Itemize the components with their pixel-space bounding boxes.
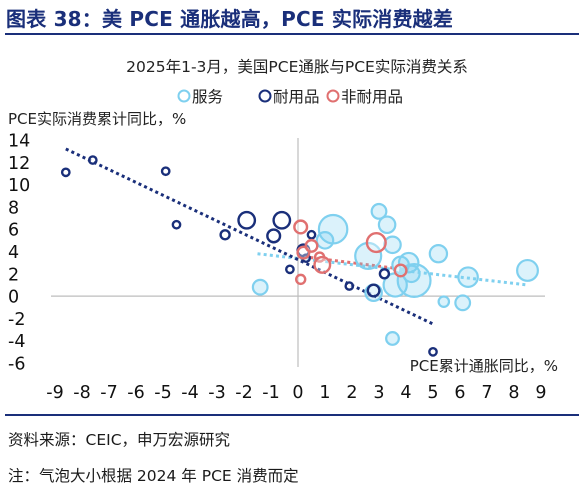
chart-subtitle: 2025年1-3月，美国PCE通胀与PCE实际消费关系 <box>126 58 468 76</box>
data-point <box>365 232 387 254</box>
x-tick-label: -8 <box>73 383 90 403</box>
y-tick-label: 8 <box>8 198 19 218</box>
x-tick-label: -9 <box>46 383 63 403</box>
data-point <box>237 210 257 230</box>
legend-marker-durables <box>258 89 272 103</box>
y-tick-label: 0 <box>8 288 19 308</box>
data-point <box>385 331 400 346</box>
x-tick-label: -1 <box>262 383 279 403</box>
data-point <box>313 255 332 274</box>
x-tick-label: 6 <box>454 383 465 403</box>
data-point <box>344 281 355 291</box>
x-tick-label: 5 <box>427 383 438 403</box>
legend-marker-services <box>177 89 191 103</box>
x-axis-label: PCE累计通胀同比，% <box>410 357 558 375</box>
x-tick-label: -2 <box>235 383 252 403</box>
y-tick-label: -2 <box>8 310 25 330</box>
data-point <box>285 264 295 275</box>
data-point <box>457 266 479 288</box>
data-point <box>272 210 292 230</box>
y-tick-label: 4 <box>8 243 19 263</box>
x-tick-label: 1 <box>319 383 330 403</box>
chart: 2025年1-3月，美国PCE通胀与PCE实际消费关系 服务 耐用品 非耐用品 … <box>8 58 558 404</box>
x-tick-label: 2 <box>346 383 357 403</box>
x-tick-label: -3 <box>208 383 225 403</box>
data-point <box>295 273 307 286</box>
legend-label-services: 服务 <box>192 88 223 106</box>
y-axis-label: PCE实际消费累计同比，% <box>8 110 186 128</box>
legend-marker-nondurables <box>326 89 340 103</box>
x-tick-label: -4 <box>181 383 198 403</box>
y-tick-label: -6 <box>8 355 25 375</box>
x-tick-label: 0 <box>292 383 303 403</box>
figure-title: 图表 38：美 PCE 通胀越高，PCE 实际消费越差 <box>6 7 454 31</box>
x-tick-label: 4 <box>400 383 411 403</box>
data-point <box>437 295 451 308</box>
y-tick-label: 6 <box>8 221 19 241</box>
data-point <box>370 202 388 220</box>
title-rule <box>5 33 579 35</box>
data-point <box>60 167 71 178</box>
x-tick-label: 7 <box>481 383 492 403</box>
y-tick-label: -4 <box>8 332 25 352</box>
x-tick-label: -6 <box>127 383 144 403</box>
bubble-size-note: 注：气泡大小根据 2024 年 PCE 消费而定 <box>8 467 299 485</box>
data-point <box>516 258 539 282</box>
data-point <box>304 238 319 253</box>
data-point <box>366 283 381 298</box>
data-point <box>306 229 317 240</box>
x-tick-label: 9 <box>535 383 546 403</box>
trendline <box>297 254 396 270</box>
y-tick-label: 2 <box>8 265 19 285</box>
x-tick-label: -7 <box>100 383 117 403</box>
data-point <box>454 294 472 312</box>
data-point <box>428 244 449 264</box>
data-point <box>377 215 397 235</box>
data-point <box>354 241 383 271</box>
data-point <box>219 229 231 241</box>
source-note: 资料来源：CEIC，申万宏源研究 <box>8 431 231 449</box>
data-point <box>383 235 402 255</box>
bottom-rule <box>5 414 579 416</box>
y-tick-label: 12 <box>8 154 30 174</box>
legend-label-durables: 耐用品 <box>273 88 320 106</box>
data-point <box>293 219 309 235</box>
data-point <box>378 268 391 280</box>
data-point <box>315 231 335 250</box>
data-point <box>160 166 171 177</box>
tick-labels: -9 -8 -7 -6 -5 -4 -3 -2 -1 0 1 2 3 4 5 6 7 8 9-6-4-2024681… <box>8 132 547 404</box>
data-point <box>266 228 282 244</box>
data-points <box>60 155 539 357</box>
legend-label-nondurables: 非耐用品 <box>341 88 403 106</box>
y-tick-label: 14 <box>8 132 30 152</box>
x-tick-label: 8 <box>508 383 519 403</box>
data-point <box>393 263 408 278</box>
data-point <box>428 346 438 357</box>
x-tick-label: 3 <box>373 383 384 403</box>
data-point <box>87 155 98 165</box>
data-point <box>171 219 182 230</box>
data-point <box>251 278 269 296</box>
x-tick-label: -5 <box>154 383 171 403</box>
y-tick-label: 10 <box>8 176 30 196</box>
legend: 服务 耐用品 非耐用品 <box>177 88 403 106</box>
